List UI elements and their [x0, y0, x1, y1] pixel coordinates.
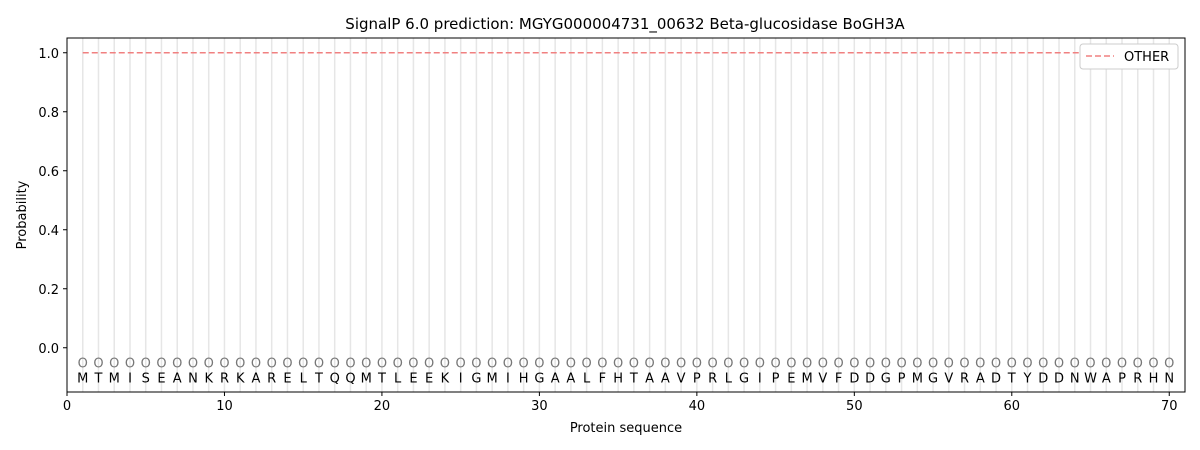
x-tick-label: 50: [846, 399, 863, 414]
residue-label: P: [693, 371, 701, 386]
residue-label: D: [865, 371, 875, 386]
residue-label: P: [1118, 371, 1126, 386]
residue-label: P: [772, 371, 780, 386]
residue-label: A: [566, 371, 575, 386]
residue-label: E: [283, 371, 291, 386]
residue-label: V: [944, 371, 953, 386]
residue-label: R: [267, 371, 276, 386]
residue-label: R: [1133, 371, 1142, 386]
residue-label: T: [94, 371, 103, 386]
residue-label: G: [471, 371, 481, 386]
chart-title: SignalP 6.0 prediction: MGYG000004731_00…: [345, 15, 905, 34]
residue-label: G: [739, 371, 749, 386]
y-tick-label: 0.6: [38, 165, 59, 180]
residue-label: K: [204, 371, 213, 386]
residue-label: H: [519, 371, 529, 386]
residue-label: E: [787, 371, 795, 386]
residue-label: V: [818, 371, 827, 386]
residue-label: L: [583, 371, 591, 386]
residue-label: L: [394, 371, 402, 386]
residue-label: M: [77, 371, 88, 386]
residue-label: T: [629, 371, 638, 386]
residue-label: K: [236, 371, 245, 386]
y-tick-label: 1.0: [38, 47, 59, 62]
residue-label: N: [1070, 371, 1080, 386]
residue-label: T: [1007, 371, 1016, 386]
residue-label: D: [849, 371, 859, 386]
legend-label-other: OTHER: [1124, 50, 1169, 65]
x-tick-label: 10: [216, 399, 233, 414]
x-tick-label: 60: [1004, 399, 1021, 414]
residue-label: I: [758, 371, 762, 386]
residue-label: N: [188, 371, 198, 386]
residue-label: D: [1054, 371, 1064, 386]
residue-label: P: [898, 371, 906, 386]
residue-label: R: [220, 371, 229, 386]
residue-label: W: [1084, 371, 1097, 386]
plot-frame: [66, 37, 1186, 393]
residue-label: M: [109, 371, 120, 386]
y-tick-label: 0.4: [38, 224, 59, 239]
residue-label: D: [991, 371, 1001, 386]
x-tick-label: 20: [374, 399, 391, 414]
residue-label: E: [157, 371, 165, 386]
x-tick-label: 0: [63, 399, 71, 414]
x-tick-label: 70: [1161, 399, 1178, 414]
residue-label: I: [128, 371, 132, 386]
residue-label: A: [976, 371, 985, 386]
residue-label: L: [725, 371, 733, 386]
residue-label: M: [361, 371, 372, 386]
residue-label: Q: [330, 371, 340, 386]
residue-label: R: [960, 371, 969, 386]
residue-label: R: [708, 371, 717, 386]
residue-label: A: [551, 371, 560, 386]
y-axis-label: Probability: [15, 180, 30, 249]
x-tick-label: 40: [689, 399, 706, 414]
residue-label: N: [1164, 371, 1174, 386]
x-axis-label: Protein sequence: [570, 421, 682, 436]
residue-label: I: [506, 371, 510, 386]
residue-label: M: [801, 371, 812, 386]
residue-label: G: [928, 371, 938, 386]
residue-label: F: [599, 371, 606, 386]
residue-label: L: [300, 371, 308, 386]
residue-label: A: [1102, 371, 1111, 386]
residue-label: I: [459, 371, 463, 386]
residue-label: E: [409, 371, 417, 386]
residue-label: H: [613, 371, 623, 386]
residue-label: F: [835, 371, 842, 386]
predicted-label-markers: OOOOOOOOOOOOOOOOOOOOOOOOOOOOOOOOOOOOOOOO…: [78, 357, 1175, 372]
residue-label: M: [912, 371, 923, 386]
residue-label: A: [252, 371, 261, 386]
legend: OTHER: [1079, 43, 1179, 70]
residue-label: A: [661, 371, 670, 386]
residue-label: T: [377, 371, 386, 386]
residue-label: S: [142, 371, 150, 386]
residue-label: D: [1038, 371, 1048, 386]
residue-label: K: [441, 371, 450, 386]
y-tick-label: 0.2: [38, 283, 59, 298]
residue-label: Y: [1023, 371, 1032, 386]
residue-label: Q: [345, 371, 355, 386]
residue-label: M: [487, 371, 498, 386]
residue-label: G: [881, 371, 891, 386]
residue-label: H: [1149, 371, 1159, 386]
residue-label: E: [425, 371, 433, 386]
residue-label: T: [314, 371, 323, 386]
residue-label: A: [173, 371, 182, 386]
residue-label: V: [677, 371, 686, 386]
residue-label: A: [645, 371, 654, 386]
residue-label: G: [534, 371, 544, 386]
y-tick-label: 0.0: [38, 342, 59, 357]
x-tick-label: 30: [531, 399, 548, 414]
y-tick-label: 0.8: [38, 106, 59, 121]
